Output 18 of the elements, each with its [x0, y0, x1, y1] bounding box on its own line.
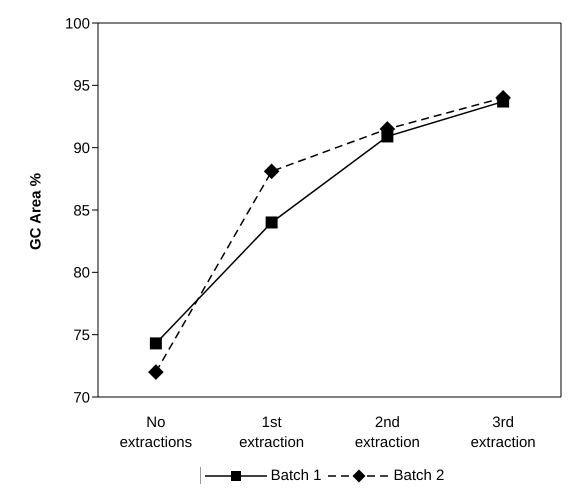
y-axis-title: GC Area % — [27, 173, 44, 250]
point — [266, 216, 278, 228]
y-tick-label: 75 — [73, 326, 90, 344]
x-tick-label: 2nd extraction — [354, 414, 420, 451]
x-tick-label: No extractions — [120, 414, 192, 451]
y-tick-label: 90 — [73, 140, 90, 157]
y-tick-label: 85 — [73, 202, 90, 220]
x-tick-label: 3rd extraction — [470, 414, 536, 451]
y-tick-label: 100 — [64, 15, 90, 32]
x-tick-label: 1st extraction — [239, 414, 304, 451]
legend-label: Batch 2 — [394, 467, 444, 484]
y-tick-label: 70 — [73, 389, 90, 406]
point — [264, 164, 280, 180]
y-tick-label: 80 — [73, 264, 90, 282]
legend-label: Batch 1 — [270, 467, 322, 484]
point — [150, 337, 162, 350]
y-tick-label: 95 — [73, 78, 90, 95]
point — [148, 364, 164, 380]
